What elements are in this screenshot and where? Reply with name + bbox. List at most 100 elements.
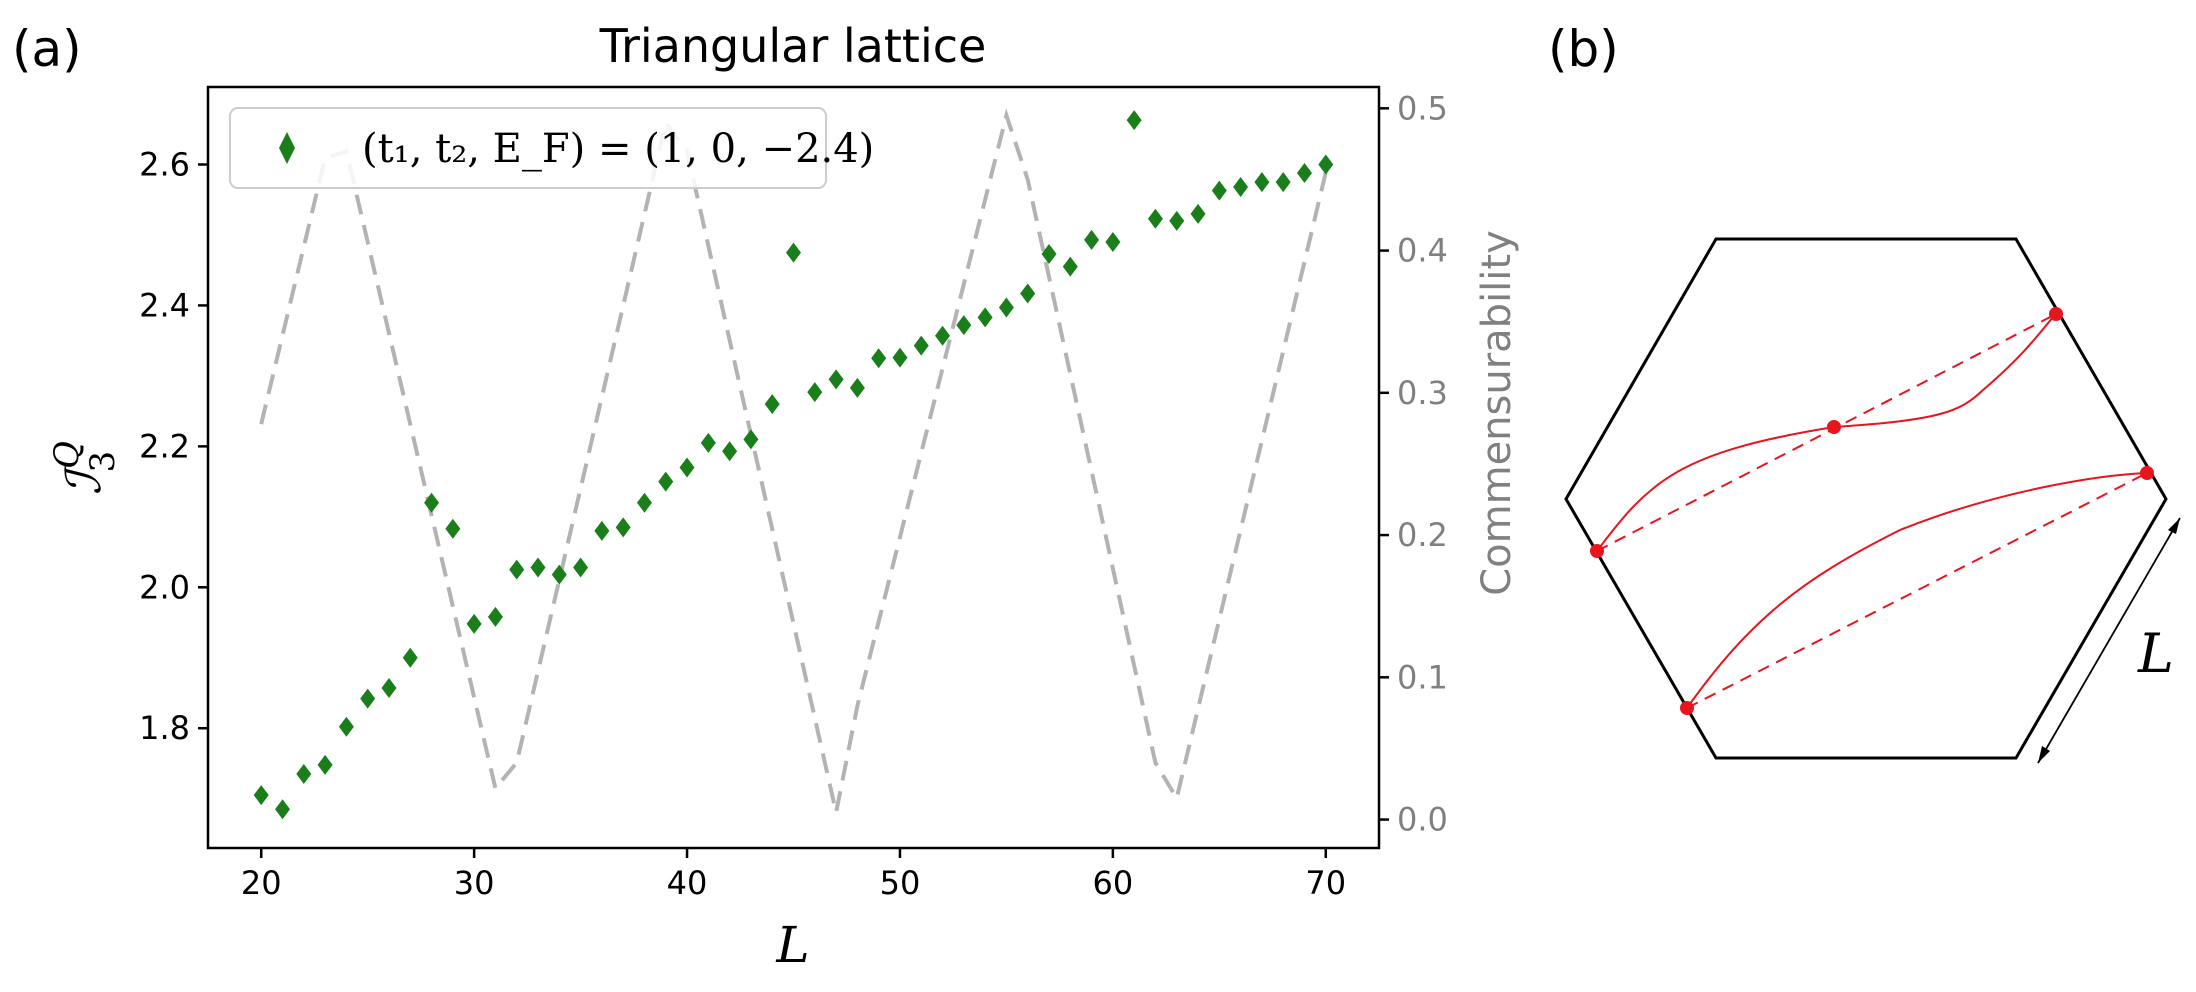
data-point bbox=[1190, 203, 1206, 224]
y2-axis-ticks: 0.0 0.1 0.2 0.3 0.4 0.5 bbox=[1379, 89, 1448, 839]
data-point bbox=[551, 564, 567, 585]
marker-series bbox=[253, 110, 1334, 820]
dashed-line-upper bbox=[1596, 313, 2057, 552]
y-axis-label: ℐ3Q bbox=[47, 441, 123, 495]
legend-marker bbox=[279, 132, 295, 164]
lattice-point bbox=[2049, 307, 2063, 321]
data-point bbox=[913, 335, 929, 356]
data-point bbox=[828, 369, 844, 390]
data-point bbox=[275, 799, 291, 820]
data-point bbox=[892, 347, 908, 368]
panel-b-diagram: L bbox=[1564, 237, 2181, 764]
commensurability-line bbox=[259, 108, 1328, 813]
x-axis-label: L bbox=[775, 916, 809, 974]
data-point bbox=[743, 429, 759, 450]
data-point bbox=[1105, 232, 1121, 253]
y2-tick-label: 0.5 bbox=[1397, 89, 1448, 127]
data-point bbox=[1169, 210, 1185, 231]
data-point bbox=[445, 518, 461, 539]
data-point bbox=[1084, 229, 1100, 250]
data-point bbox=[424, 492, 440, 513]
x-tick-label: 50 bbox=[880, 864, 921, 902]
data-point bbox=[360, 688, 376, 709]
data-point bbox=[1062, 256, 1078, 277]
y-tick-label: 2.2 bbox=[139, 427, 190, 465]
y-axis-ticks: 1.8 2.0 2.2 2.4 2.6 bbox=[139, 146, 208, 747]
panel-b-label: (b) bbox=[1548, 20, 1619, 78]
y-axis-label-sub: 3 bbox=[83, 451, 123, 473]
y2-axis-label: Commensurability bbox=[1474, 230, 1520, 596]
y2-tick-label: 0.4 bbox=[1397, 232, 1448, 270]
data-point bbox=[998, 297, 1014, 318]
data-point bbox=[594, 520, 610, 541]
data-point bbox=[786, 242, 801, 263]
data-point bbox=[1147, 208, 1163, 229]
data-point bbox=[1126, 110, 1142, 131]
x-axis-ticks: 20 30 40 50 60 70 bbox=[241, 848, 1346, 902]
y-tick-label: 2.4 bbox=[139, 286, 190, 324]
y2-tick-label: 0.3 bbox=[1397, 374, 1448, 412]
data-point bbox=[615, 517, 631, 538]
data-point bbox=[700, 432, 716, 453]
data-point bbox=[338, 716, 354, 737]
data-point bbox=[509, 559, 525, 580]
data-point bbox=[1211, 180, 1227, 201]
arrowhead-bottom bbox=[2038, 746, 2050, 763]
lattice-point bbox=[1827, 420, 1841, 434]
commensurability-series bbox=[259, 108, 1328, 813]
data-point bbox=[807, 382, 823, 403]
length-label: L bbox=[2137, 622, 2174, 685]
data-point bbox=[977, 307, 993, 328]
data-point bbox=[1020, 283, 1036, 304]
solid-curve-lower bbox=[1686, 472, 2148, 709]
hexagon bbox=[1564, 237, 2168, 760]
data-point bbox=[487, 606, 503, 627]
data-point bbox=[849, 377, 865, 398]
x-tick-label: 70 bbox=[1305, 864, 1346, 902]
data-point bbox=[573, 557, 589, 578]
data-point bbox=[658, 471, 674, 492]
x-tick-label: 30 bbox=[454, 864, 495, 902]
y2-tick-label: 0.1 bbox=[1397, 658, 1448, 696]
legend-label: (t₁, t₂, E_F) = (1, 0, −2.4) bbox=[362, 126, 874, 172]
y2-tick-label: 0.0 bbox=[1397, 801, 1448, 839]
x-tick-label: 40 bbox=[667, 864, 708, 902]
y-tick-label: 2.0 bbox=[139, 568, 190, 606]
data-point bbox=[253, 785, 269, 806]
dashed-line-lower bbox=[1686, 472, 2148, 709]
data-point bbox=[530, 557, 546, 578]
data-point bbox=[722, 441, 738, 462]
y-tick-label: 1.8 bbox=[139, 709, 190, 747]
data-point bbox=[764, 394, 780, 415]
data-point bbox=[466, 613, 482, 634]
data-point bbox=[636, 492, 652, 513]
data-point bbox=[871, 348, 887, 369]
length-arrow bbox=[2037, 517, 2181, 764]
data-point bbox=[1041, 243, 1057, 264]
data-point bbox=[956, 315, 972, 336]
y-axis-label-sup: Q bbox=[47, 441, 87, 469]
plot-frame bbox=[206, 85, 1381, 850]
legend-box bbox=[229, 107, 827, 189]
lattice-point bbox=[2140, 466, 2154, 480]
data-point bbox=[1296, 162, 1312, 183]
data-point bbox=[1275, 172, 1291, 193]
data-point bbox=[1318, 154, 1334, 175]
data-point bbox=[317, 754, 333, 775]
x-tick-label: 60 bbox=[1093, 864, 1134, 902]
y2-tick-label: 0.2 bbox=[1397, 516, 1448, 554]
data-point bbox=[296, 764, 312, 785]
x-tick-label: 20 bbox=[241, 864, 282, 902]
lattice-point bbox=[1680, 701, 1694, 715]
chart-title: Triangular lattice bbox=[599, 19, 987, 73]
data-point bbox=[402, 647, 418, 668]
lattice-point bbox=[1590, 544, 1604, 558]
data-point bbox=[381, 678, 397, 699]
solid-curve-upper bbox=[1596, 313, 2057, 552]
legend: (t₁, t₂, E_F) = (1, 0, −2.4) bbox=[229, 107, 874, 189]
data-point bbox=[1254, 172, 1270, 193]
y-tick-label: 2.6 bbox=[139, 146, 190, 184]
data-point bbox=[935, 325, 951, 346]
data-point bbox=[679, 457, 695, 478]
